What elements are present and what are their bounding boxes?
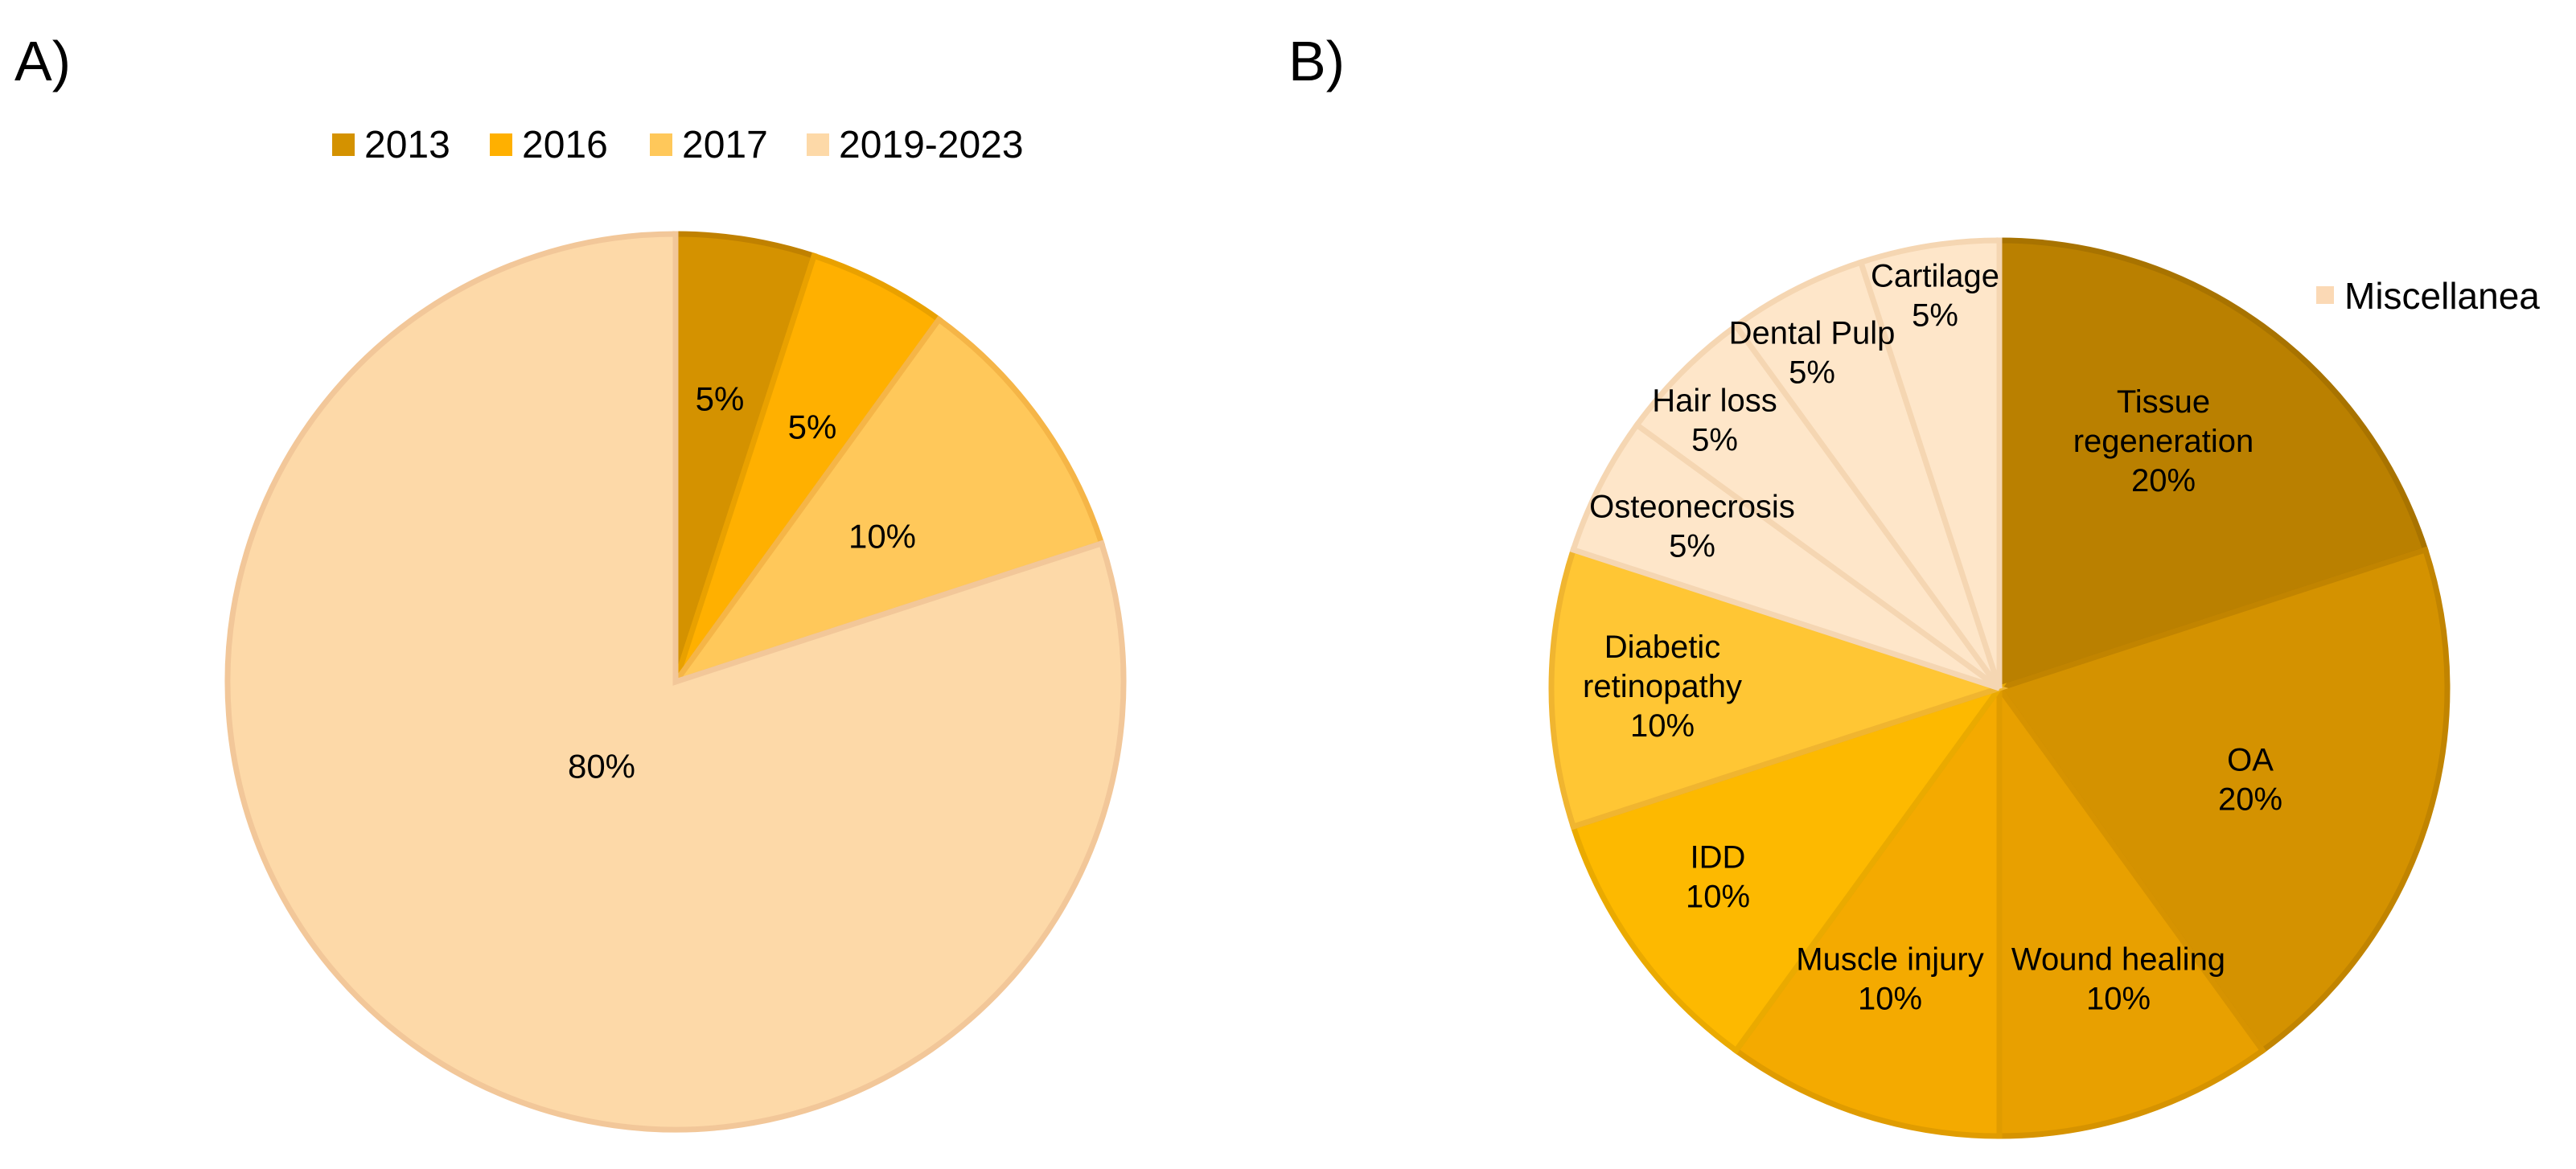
pie-slice-oa <box>1995 546 2451 1055</box>
data-label-muscle-injury: Muscle injury 10% <box>1796 942 1983 1017</box>
legend-swatch-2017 <box>650 133 672 156</box>
panel-b-pie-chart: B) Miscellanea Tissue regeneration 20% OA 20… <box>1288 30 2540 1139</box>
data-label-2019-2023: 80% <box>568 748 635 785</box>
legend-swatch-2019-2023 <box>807 133 829 156</box>
pie-b-data-labels: Tissue regeneration 20% OA 20% Wound healing 1… <box>1583 259 2282 1017</box>
panel-a-pie-chart: A) 2013 2016 2017 2019-2023 5% 5% 10% 80% <box>14 30 1127 1133</box>
data-label-hair-loss: Hair loss 5% <box>1652 384 1777 458</box>
pie-slice-2019-2023 <box>224 231 1127 1133</box>
legend-swatch-2016 <box>490 133 512 156</box>
pie-slice-2017 <box>668 315 1106 687</box>
data-label-cartilage: Cartilage 5% <box>1871 259 1999 334</box>
panel-label-b: B) <box>1288 30 1345 92</box>
pie-b-slices <box>1548 237 2451 1139</box>
data-label-2013: 5% <box>696 380 745 418</box>
data-label-dental-pulp: Dental Pulp 5% <box>1729 316 1896 391</box>
pie-slice-diabetic-retinopathy <box>1548 546 2009 831</box>
legend-label-2013: 2013 <box>364 124 450 166</box>
pie-slice-tissue-regeneration <box>1996 237 2430 692</box>
legend-label-2017: 2017 <box>682 124 768 166</box>
data-label-tissue-regeneration: Tissue regeneration 20% <box>2073 384 2254 498</box>
legend-label-miscellanea: Miscellanea <box>2344 275 2540 317</box>
legend-a: 2013 2016 2017 2019-2023 <box>332 124 1024 166</box>
legend-swatch-2013 <box>332 133 355 156</box>
pie-a-slices <box>224 231 1127 1133</box>
data-label-diabetic-retinopathy: Diabetic retinopathy 10% <box>1583 630 1742 744</box>
pie-slice-cartilage <box>1857 237 2003 690</box>
legend-label-2016: 2016 <box>522 124 608 166</box>
data-label-idd: IDD 10% <box>1686 840 1750 915</box>
panel-label-a: A) <box>14 30 71 92</box>
legend-b: Miscellanea <box>2316 275 2540 317</box>
data-label-2017: 10% <box>848 518 916 556</box>
pie-a-data-labels: 5% 5% 10% 80% <box>568 380 916 785</box>
data-label-2016: 5% <box>788 408 837 446</box>
pie-slice-idd <box>1569 683 2007 1055</box>
legend-label-2019-2023: 2019-2023 <box>839 124 1024 166</box>
legend-swatch-miscellanea <box>2316 286 2334 304</box>
data-label-osteonecrosis: Osteonecrosis 5% <box>1589 490 1795 564</box>
data-label-wound-healing: Wound healing 10% <box>2011 942 2225 1017</box>
data-label-oa: OA 20% <box>2218 743 2282 818</box>
pie-slice-muscle-injury <box>1732 679 2003 1139</box>
pie-slice-wound-healing <box>1996 679 2267 1139</box>
